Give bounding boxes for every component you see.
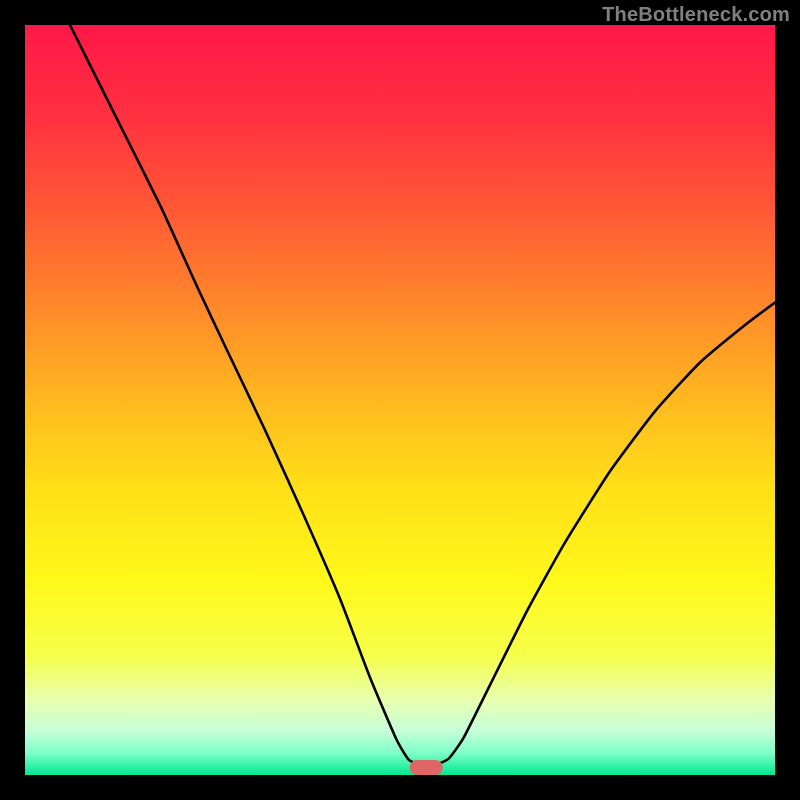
bottleneck-chart [0, 0, 800, 800]
plot-background [25, 25, 775, 775]
chart-container: TheBottleneck.com [0, 0, 800, 800]
optimal-marker [410, 760, 443, 775]
